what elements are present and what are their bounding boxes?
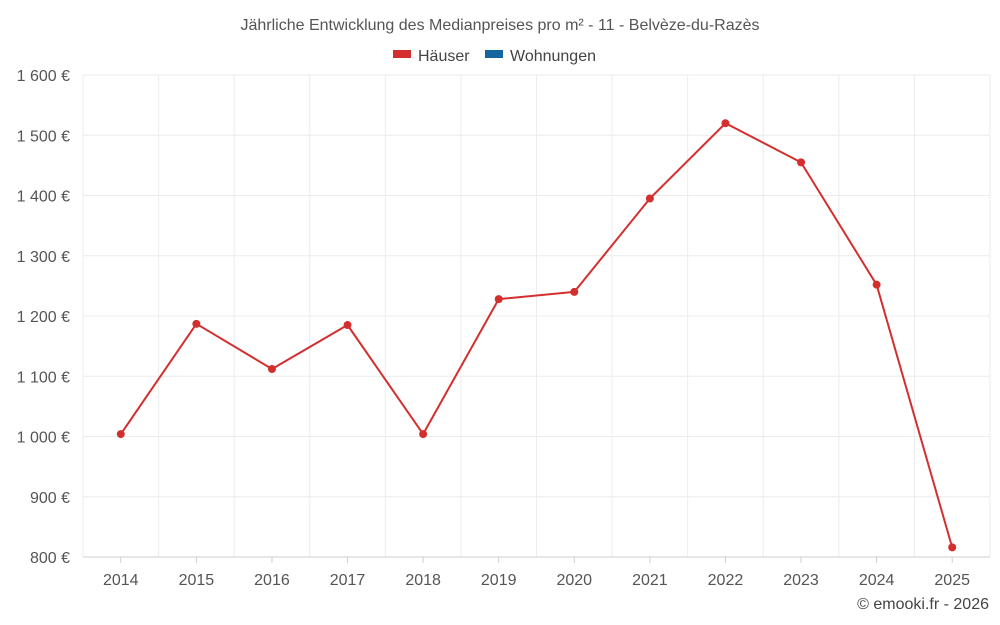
legend-item-wohnungen[interactable]: Wohnungen xyxy=(485,48,596,65)
data-point xyxy=(797,158,806,167)
chart-title: Jährliche Entwicklung des Medianpreises … xyxy=(240,17,759,34)
series xyxy=(116,119,957,552)
data-point xyxy=(948,543,957,552)
x-tick-label: 2021 xyxy=(632,572,668,589)
x-tick-label: 2019 xyxy=(481,572,517,589)
legend-item-haeuser[interactable]: Häuser xyxy=(393,48,470,65)
data-point xyxy=(192,319,201,328)
x-tick-label: 2014 xyxy=(103,572,139,589)
data-point xyxy=(267,365,276,374)
data-point xyxy=(343,321,352,330)
x-tick-label: 2023 xyxy=(783,572,819,589)
data-point xyxy=(872,280,881,289)
grid xyxy=(82,74,991,557)
y-tick-label: 1 600 € xyxy=(17,68,70,85)
legend-label-wohnungen: Wohnungen xyxy=(510,48,596,65)
x-tick-label: 2024 xyxy=(859,572,895,589)
y-tick-label: 800 € xyxy=(30,550,70,567)
legend: Häuser Wohnungen xyxy=(393,48,596,65)
legend-label-haeuser: Häuser xyxy=(418,48,470,65)
data-point xyxy=(419,430,428,439)
y-tick-label: 1 400 € xyxy=(17,189,70,206)
y-tick-label: 900 € xyxy=(30,490,70,507)
data-point xyxy=(721,119,730,128)
y-tick-label: 1 300 € xyxy=(17,249,70,266)
x-tick-label: 2015 xyxy=(179,572,215,589)
y-tick-label: 1 200 € xyxy=(17,309,70,326)
x-tick-label: 2016 xyxy=(254,572,290,589)
data-point xyxy=(116,430,125,439)
data-point xyxy=(645,194,654,203)
x-tick-label: 2025 xyxy=(934,572,970,589)
x-tick-label: 2017 xyxy=(330,572,366,589)
legend-swatch-wohnungen xyxy=(485,50,503,58)
data-point xyxy=(570,287,579,296)
y-tick-label: 1 500 € xyxy=(17,128,70,145)
y-tick-label: 1 100 € xyxy=(17,369,70,386)
x-tick-label: 2022 xyxy=(708,572,744,589)
y-tick-label: 1 000 € xyxy=(17,430,70,447)
legend-swatch-haeuser xyxy=(393,50,411,58)
x-tick-label: 2020 xyxy=(556,572,592,589)
series-line-0 xyxy=(119,122,954,548)
x-tick-label: 2018 xyxy=(405,572,441,589)
credit-text: © emooki.fr - 2026 xyxy=(857,596,989,613)
data-point xyxy=(494,295,503,304)
axes: 800 € 900 € 1 000 € 1 100 € 1 200 € 1 300 € 1 … xyxy=(17,68,990,589)
